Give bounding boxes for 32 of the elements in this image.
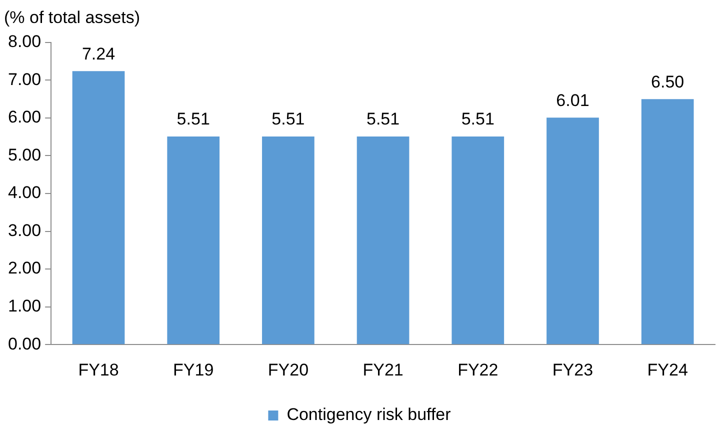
y-tick-label: 5.00 [8,145,42,164]
legend-label: Contigency risk buffer [286,405,452,424]
bar [72,71,125,344]
y-tick-label: 6.00 [8,108,42,127]
data-label: 7.24 [82,44,116,64]
data-label: 5.51 [366,110,400,129]
y-tick-label: 7.00 [8,70,42,89]
y-tick-label: 8.00 [8,32,42,52]
data-label: 5.51 [461,110,494,129]
data-label: 6.50 [651,72,684,92]
data-label: 5.51 [176,110,210,129]
y-tick-label: 1.00 [8,296,42,316]
y-tick-label: 4.00 [8,183,42,202]
y-axis-title: (% of total assets) [4,8,140,27]
y-tick-label: 0.00 [8,334,42,354]
x-tick-label: FY20 [268,360,309,380]
bar [641,99,694,344]
y-tick-label: 3.00 [8,220,42,240]
bar [356,136,410,344]
y-tick-label: 2.00 [8,258,42,278]
x-tick-label: FY21 [362,360,404,380]
x-tick-label: FY19 [173,360,214,380]
x-tick-label: FY22 [458,360,498,380]
bar [167,136,220,344]
data-label: 6.01 [556,90,590,110]
bar [262,136,314,344]
bar [452,136,504,344]
bar [546,118,599,344]
x-tick-label: FY18 [78,360,119,380]
x-tick-label: FY24 [647,360,688,380]
x-tick-label: FY23 [552,360,594,380]
data-label: 5.51 [272,110,305,129]
